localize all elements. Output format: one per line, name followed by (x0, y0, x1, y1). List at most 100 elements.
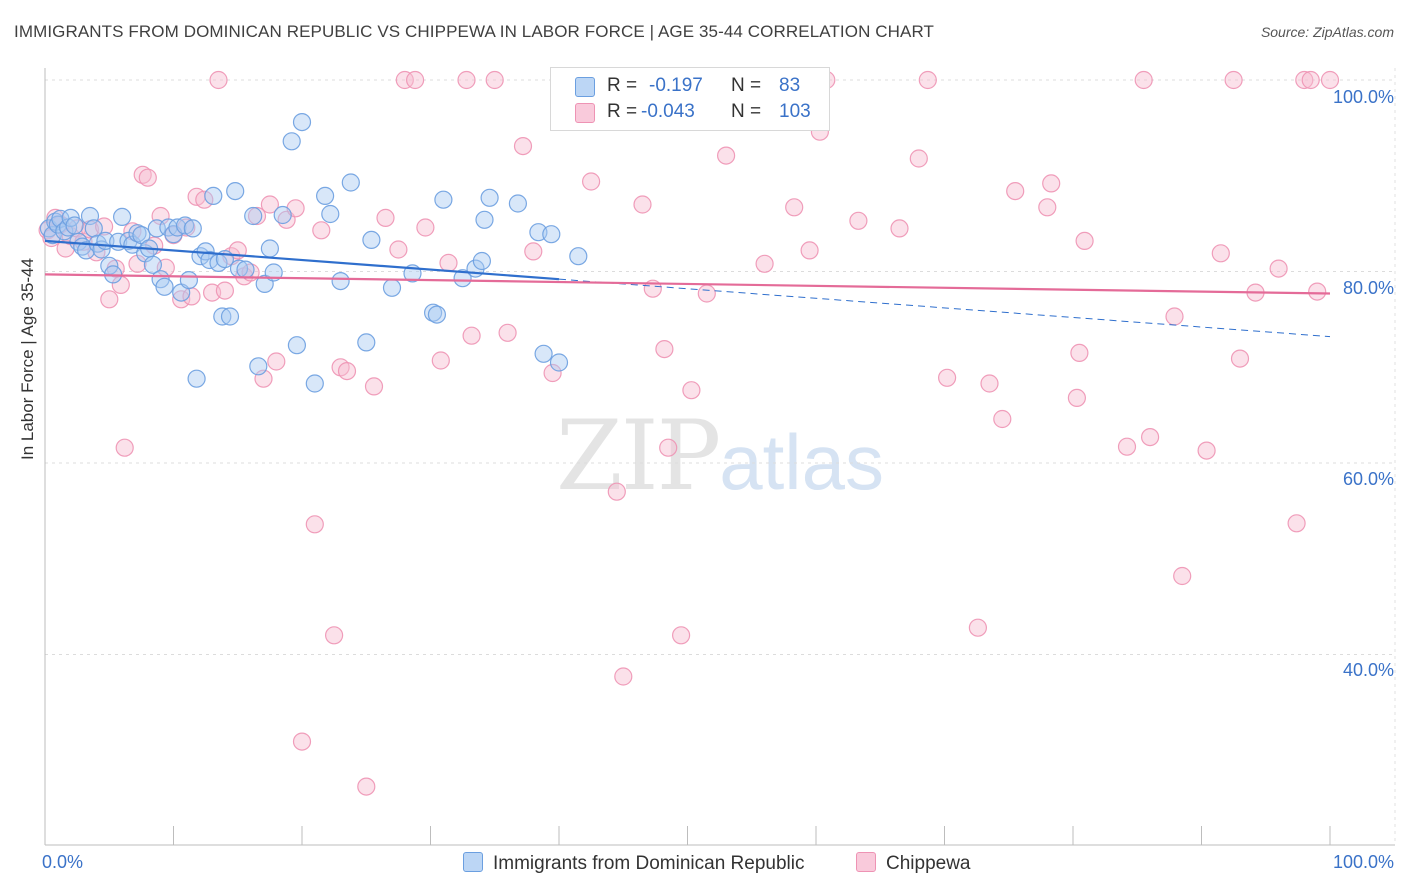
dominican-point (282, 132, 301, 151)
chippewa-point (1075, 231, 1094, 250)
correlation-legend: R = -0.197 N = 83 R = -0.043 N = 103 (550, 67, 830, 131)
chippewa-point (1070, 343, 1089, 362)
bottom-legend-chippewa: Chippewa (856, 852, 971, 875)
chippewa-point (457, 70, 476, 90)
legend-r-label: R = (607, 75, 638, 96)
dominican-point (204, 186, 223, 205)
dominican-point (362, 230, 381, 249)
dominican-point (508, 194, 528, 213)
chippewa-point (247, 206, 267, 226)
dominican-trend-extension (558, 278, 1331, 338)
legend-r-label: R = (607, 101, 638, 122)
chippewa-point (100, 290, 119, 309)
dominican-point (213, 307, 232, 326)
chippewa-point (1295, 70, 1314, 90)
y-tick-100: 100.0% (1332, 87, 1394, 107)
dominican-point (220, 307, 240, 326)
chippewa-point (195, 190, 214, 209)
chippewa-point (785, 198, 804, 217)
watermark-atlas: atlas (719, 418, 884, 506)
chippewa-point (462, 326, 481, 345)
chippewa-point (431, 351, 450, 370)
grid-lines (45, 68, 1396, 845)
chippewa-point (968, 618, 988, 637)
dominican-point (534, 344, 553, 363)
chart-title: IMMIGRANTS FROM DOMINICAN REPUBLIC VS CH… (14, 22, 935, 41)
dominican-point (132, 226, 151, 245)
chippewa-point (607, 482, 626, 501)
chippewa-trend-line (44, 273, 1331, 295)
chippewa-point (849, 211, 868, 230)
chippewa-point (1134, 70, 1153, 90)
watermark: ZIPatlas (556, 400, 884, 512)
legend-swatch-blue (575, 77, 595, 97)
chippewa-point (1042, 174, 1061, 193)
chippewa-point (655, 340, 674, 359)
dominican-point (382, 278, 402, 297)
watermark-zip: ZIP (556, 400, 721, 512)
dominican-point (569, 247, 588, 266)
chippewa-point (659, 438, 678, 457)
trend-lines (44, 239, 1331, 338)
chippewa-point (890, 219, 909, 238)
dominican-point (84, 219, 103, 238)
dominican-point (472, 251, 491, 271)
chippewa-point (439, 253, 458, 272)
chippewa-point (133, 165, 152, 184)
chippewa-point (209, 70, 228, 90)
chippewa-point (614, 667, 633, 686)
dominican-point (453, 269, 472, 288)
chippewa-point (513, 137, 533, 156)
dominican-point (542, 225, 561, 244)
chippewa-point (498, 323, 517, 342)
chippewa-point (1173, 566, 1192, 586)
chippewa-point (716, 146, 736, 165)
chippewa-point (138, 168, 157, 187)
dominican-point (316, 186, 335, 205)
chippewa-point (671, 626, 691, 645)
legend-r-value: -0.043 (641, 101, 695, 122)
chippewa-point (1006, 182, 1025, 201)
chippewa-point (416, 218, 435, 237)
dominican-point (427, 305, 446, 324)
dominican-trend-line (44, 239, 560, 281)
dominican-point (549, 353, 569, 372)
chippewa-point (364, 377, 384, 396)
dominican-point (260, 239, 279, 258)
legend-n-label: N = (731, 101, 762, 122)
chippewa-point (1301, 70, 1320, 90)
chippewa-point (357, 777, 376, 796)
dominican-point (321, 204, 340, 224)
chippewa-point (980, 374, 999, 393)
dominican-point (331, 272, 350, 291)
legend-r-value: -0.197 (649, 75, 703, 96)
y-tick-80: 80.0% (1342, 278, 1394, 298)
chippewa-point (1117, 437, 1137, 456)
dominican-point (43, 226, 62, 245)
dominican-point (236, 260, 255, 279)
bottom-legend-dominican: Immigrants from Dominican Republic (463, 852, 805, 875)
chippewa-point (524, 242, 543, 261)
chippewa-point (682, 381, 701, 400)
legend-n-value: 103 (779, 101, 811, 122)
dominican-point (287, 336, 306, 355)
chippewa-point (937, 368, 957, 387)
dominican-point (434, 190, 453, 209)
dominican-point (273, 205, 292, 225)
chippewa-point (1224, 70, 1243, 90)
axes (44, 68, 1395, 846)
chippewa-point (800, 241, 819, 260)
chippewa-point (395, 70, 414, 90)
bottom-legend-swatch-blue (463, 852, 483, 872)
chippewa-point (755, 254, 774, 273)
chippewa-point (406, 70, 425, 90)
chippewa-point (1287, 514, 1306, 533)
chippewa-point (115, 438, 134, 457)
dominican-point (244, 206, 263, 226)
chippewa-point (215, 281, 234, 300)
bottom-legend-label: Chippewa (886, 853, 971, 874)
legend-n-value: 83 (779, 75, 801, 96)
dominican-point (341, 173, 360, 192)
chippewa-point (305, 515, 324, 534)
